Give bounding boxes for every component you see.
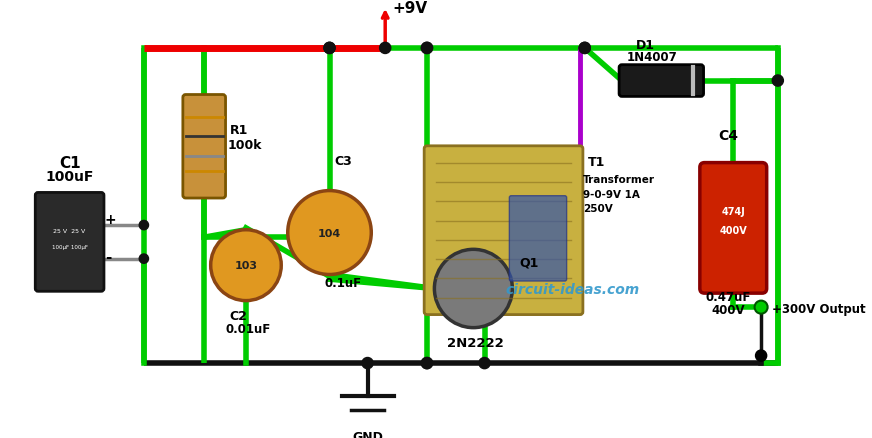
Text: 1N4007: 1N4007 [626,51,678,64]
Circle shape [755,350,766,361]
Text: 100uF: 100uF [45,170,94,184]
Text: 104: 104 [318,228,341,238]
Text: 100µF 100µF: 100µF 100µF [51,244,87,250]
Text: C4: C4 [719,129,739,143]
Circle shape [211,230,282,301]
Text: 0.47uF: 0.47uF [706,290,752,303]
Circle shape [579,43,590,54]
Text: Transformer: Transformer [582,175,655,185]
Text: 474J: 474J [721,207,746,217]
Text: +9V: +9V [392,1,428,17]
Text: C3: C3 [334,155,352,168]
Text: Q1: Q1 [520,256,539,268]
Text: circuit-ideas.com: circuit-ideas.com [506,283,640,297]
Circle shape [754,301,767,314]
Text: 2N2222: 2N2222 [447,336,504,350]
Text: T1: T1 [588,156,605,169]
FancyBboxPatch shape [509,196,567,281]
Circle shape [140,221,148,230]
Circle shape [773,76,783,87]
Circle shape [421,358,433,369]
Text: 0.1uF: 0.1uF [325,276,362,289]
Text: 9-0-9V 1A: 9-0-9V 1A [582,190,640,200]
Circle shape [362,358,373,369]
Text: GND: GND [352,430,383,438]
Text: C2: C2 [229,310,247,322]
FancyBboxPatch shape [700,163,766,293]
Circle shape [421,358,433,369]
Circle shape [434,250,513,328]
FancyBboxPatch shape [35,193,104,292]
Text: 400V: 400V [712,303,746,316]
Circle shape [324,43,335,54]
Text: R1: R1 [230,124,249,137]
Circle shape [579,43,590,54]
Text: -: - [105,249,112,264]
Text: +: + [105,213,117,227]
Text: 0.01uF: 0.01uF [226,322,271,336]
Circle shape [479,358,490,369]
Text: 25 V  25 V: 25 V 25 V [53,229,85,233]
Text: 400V: 400V [719,225,747,235]
Circle shape [324,43,335,54]
Circle shape [421,43,433,54]
Circle shape [140,254,148,264]
Circle shape [288,191,371,275]
Text: +300V Output: +300V Output [773,302,866,315]
FancyBboxPatch shape [619,66,704,97]
Text: 103: 103 [235,261,257,271]
Text: 250V: 250V [582,204,613,214]
Circle shape [379,43,391,54]
FancyBboxPatch shape [424,146,582,315]
Text: 100k: 100k [228,138,262,152]
Text: C1: C1 [58,156,80,171]
Text: D1: D1 [636,39,655,52]
FancyBboxPatch shape [183,95,226,198]
Circle shape [421,43,433,54]
